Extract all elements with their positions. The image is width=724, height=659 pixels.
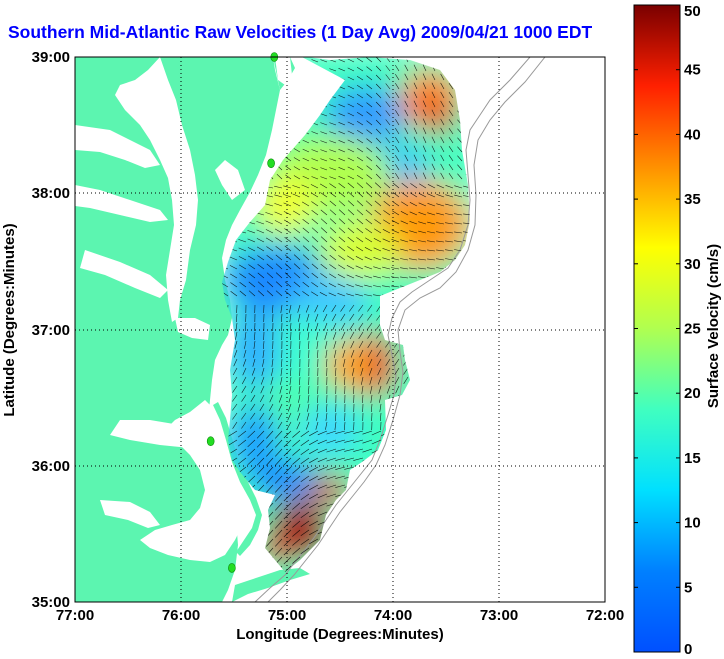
chesapeake-bay [175,318,210,340]
chesapeake-bay [80,250,168,298]
colorbar-tick-label: 10 [684,515,701,532]
colorbar-gradient [633,4,681,653]
delaware-bay [275,57,292,85]
colorbar-tick-label: 15 [684,450,701,467]
colorbar-tick-label: 45 [684,62,701,79]
delmarva-bays [215,160,245,200]
colorbar-tick-label: 25 [684,321,701,338]
colorbar-tick-label: 40 [684,126,701,143]
x-tick-label: 75:00 [268,607,306,624]
x-tick-label: 77:00 [56,607,94,624]
radar-station-marker [206,436,215,447]
x-axis-label: Longitude (Degrees:Minutes) [236,626,444,643]
grid-lines [75,57,605,602]
isobath-line [267,57,546,602]
y-tick-label: 37:00 [32,322,70,339]
y-tick-label: 35:00 [32,594,70,611]
radar-station-marker [267,158,275,169]
colorbar-tick-label: 5 [684,579,692,596]
chart-title: Southern Mid-Atlantic Raw Velocities (1 … [8,22,593,42]
y-tick-label: 38:00 [32,185,70,202]
y-tick-label: 39:00 [32,49,70,66]
land-mass [232,568,310,602]
x-tick-label: 73:00 [480,607,518,624]
x-axis: 77:00 76:00 75:00 74:00 73:00 72:00 Long… [56,607,624,643]
y-axis: 39:00 38:00 37:00 36:00 35:00 Latitude (… [1,49,70,611]
colorbar-tick-label: 50 [684,3,701,20]
x-tick-label: 74:00 [374,607,412,624]
chesapeake-bay [115,57,198,322]
neuse-river [100,500,160,528]
colorbar-label: Surface Velocity (cm/s) [705,244,722,408]
chesapeake-bay [75,185,168,222]
colorbar-tick-label: 30 [684,256,701,273]
pamlico-sound [140,400,248,562]
x-tick-label: 72:00 [586,607,624,624]
y-axis-label: Latitude (Degrees:Minutes) [1,223,18,416]
x-tick-label: 76:00 [162,607,200,624]
colorbar-tick-label: 20 [684,385,701,402]
chesapeake-bay [75,125,160,168]
colorbar-tick-label: 0 [684,641,692,658]
isobath-line [254,57,531,602]
radar-station-marker [228,563,236,573]
radar-stations [206,52,279,573]
y-tick-label: 36:00 [32,458,70,475]
plot-frame [74,56,606,603]
colorbar-tick-label: 35 [684,191,701,208]
